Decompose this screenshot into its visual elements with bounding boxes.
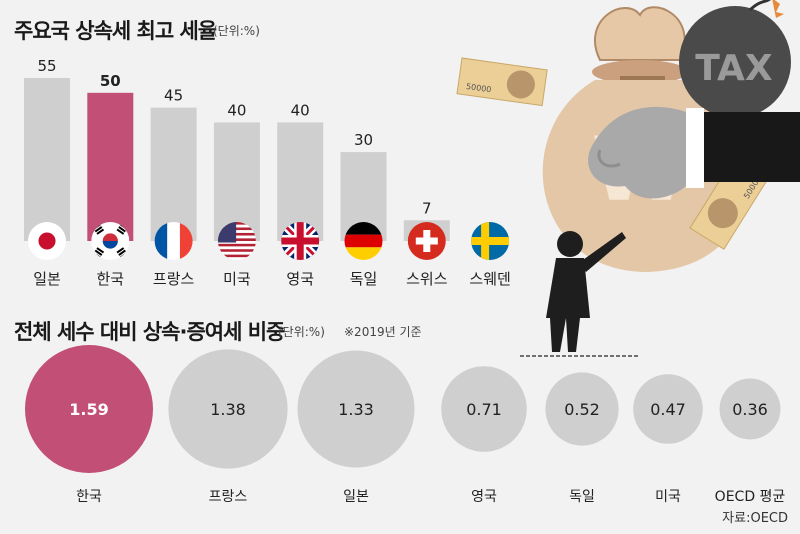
bar-group: 0스웨덴 — [469, 220, 510, 288]
bar — [277, 122, 324, 241]
bar-category-label: 영국 — [286, 270, 314, 288]
tax-illustration: ₩ TAX 50000 50000 — [456, 0, 800, 357]
bar — [213, 122, 260, 241]
bubble-category-label: 일본 — [343, 489, 369, 505]
bubble-group: 1.33 일본 — [297, 350, 415, 505]
bar-category-label: 프랑스 — [153, 270, 195, 288]
bubble-group: 0.36 OECD 평균 — [715, 378, 786, 505]
bar-chart-unit: (단위:%) — [213, 24, 260, 38]
korea-flag — [91, 222, 130, 260]
bubble-category-label: 한국 — [76, 489, 102, 505]
bubble-category-label: 미국 — [655, 489, 681, 505]
bubble-value-label: 0.52 — [564, 400, 600, 419]
bar — [150, 107, 197, 242]
uk-flag — [281, 222, 320, 260]
person-silhouette-icon — [520, 231, 640, 357]
sweden-flag — [471, 222, 510, 260]
bubble-group: 0.47 미국 — [633, 374, 703, 505]
bubble — [719, 378, 781, 440]
bubble-category-label: 프랑스 — [209, 489, 248, 505]
bubble — [297, 350, 415, 468]
bar-group: 55 일본 — [24, 57, 70, 288]
bar-value-label: 45 — [164, 87, 183, 105]
bubble-value-label: 0.36 — [732, 400, 768, 419]
source-note: 자료:OECD — [722, 511, 788, 526]
bubble-value-label: 1.33 — [338, 400, 374, 419]
bubble-chart-unit: (단위:%) — [278, 325, 325, 339]
bubble-category-label: OECD 평균 — [715, 489, 786, 505]
bar — [24, 78, 70, 241]
switzerland-flag — [407, 222, 446, 260]
bubble — [545, 372, 619, 446]
bar-group: 40 미국 — [213, 101, 260, 288]
bar-group: 7 스위스 — [403, 199, 450, 288]
bar-chart: 55 일본 50 한국 45 프랑스 40 미국 40 영국 30 독일 7 스위스 0스웨덴 — [24, 57, 511, 288]
bubble-chart: 1.59 한국 1.38 프랑스 1.33 일본 0.71 영국 0.52 독일 0.47 미국 0.3… — [25, 345, 786, 505]
tax-bomb-icon: TAX — [679, 0, 791, 118]
bubble-category-label: 독일 — [569, 489, 595, 505]
bubble — [441, 366, 527, 452]
bubble-value-label: 1.59 — [69, 400, 108, 419]
bubble-group: 1.59 한국 — [25, 345, 153, 505]
bar-group: 45 프랑스 — [150, 87, 197, 288]
bubble-category-label: 영국 — [471, 489, 497, 505]
bubble-value-label: 0.71 — [466, 400, 502, 419]
germany-flag — [344, 222, 383, 260]
bubble-chart-title: 전체 세수 대비 상속·증여세 비중 — [14, 320, 285, 344]
bar-group: 50 한국 — [87, 72, 134, 288]
bar-value-label: 40 — [291, 101, 310, 119]
bar-value-label: 30 — [354, 131, 373, 149]
bar-category-label: 미국 — [223, 270, 251, 288]
bubble — [633, 374, 703, 444]
bubble-group: 0.71 영국 — [441, 366, 527, 505]
bar-group: 40 영국 — [277, 101, 324, 288]
bar-chart-title: 주요국 상속세 최고 세율 — [14, 19, 217, 43]
bar-value-label: 50 — [100, 72, 121, 90]
svg-text:TAX: TAX — [695, 48, 773, 89]
bar-category-label: 스웨덴 — [469, 270, 510, 288]
bubble — [168, 349, 288, 469]
bar-group: 30 독일 — [340, 131, 387, 288]
japan-flag — [28, 222, 66, 260]
bubble-value-label: 1.38 — [210, 400, 246, 419]
svg-text:50000: 50000 — [465, 82, 491, 94]
bar-value-label: 55 — [37, 57, 56, 75]
bubble-group: 1.38 프랑스 — [168, 349, 288, 505]
bar-value-label: 40 — [227, 101, 246, 119]
bubble-value-label: 0.47 — [650, 400, 686, 419]
bubble-chart-note: ※2019년 기준 — [344, 325, 422, 339]
bubble-group: 0.52 독일 — [545, 372, 619, 505]
usa-flag — [217, 222, 256, 260]
france-flag — [154, 222, 193, 260]
hand-icon — [588, 106, 800, 199]
bar-value-label: 7 — [422, 199, 432, 217]
bar-category-label: 스위스 — [406, 270, 448, 288]
banknote-icon: 50000 — [456, 57, 548, 107]
bar-category-label: 일본 — [33, 270, 61, 288]
bubble — [25, 345, 153, 473]
bar-category-label: 한국 — [96, 270, 124, 288]
bar — [87, 92, 134, 242]
bar-category-label: 독일 — [350, 270, 378, 288]
